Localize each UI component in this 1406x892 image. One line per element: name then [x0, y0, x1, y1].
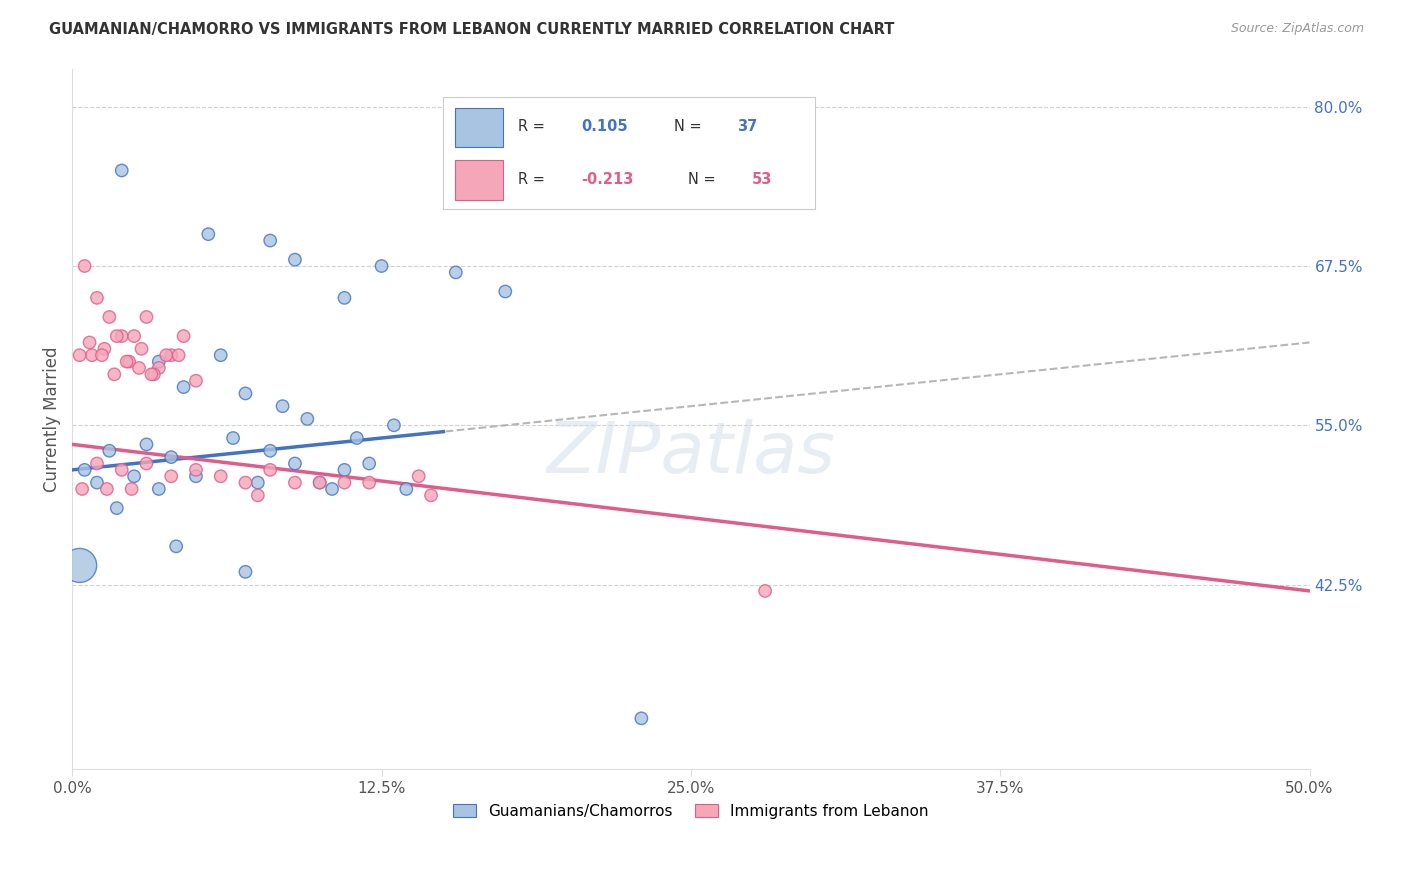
Point: [184, 463, 207, 477]
Point: [98, 310, 121, 324]
Y-axis label: Currently Married: Currently Married: [44, 346, 60, 491]
Point: [444, 265, 467, 279]
Point: [246, 488, 269, 502]
Point: [259, 463, 281, 477]
Point: [297, 412, 319, 426]
Point: [160, 450, 183, 464]
Point: [494, 285, 516, 299]
Point: [135, 437, 157, 451]
Point: [90, 348, 112, 362]
Point: [79, 335, 101, 350]
Point: [105, 329, 128, 343]
Point: [103, 368, 125, 382]
Point: [148, 360, 170, 375]
Point: [284, 457, 307, 471]
Point: [148, 354, 170, 368]
Point: [121, 482, 143, 496]
Point: [160, 469, 183, 483]
Point: [420, 488, 443, 502]
Point: [382, 418, 405, 433]
Text: GUAMANIAN/CHAMORRO VS IMMIGRANTS FROM LEBANON CURRENTLY MARRIED CORRELATION CHAR: GUAMANIAN/CHAMORRO VS IMMIGRANTS FROM LE…: [49, 22, 894, 37]
Point: [359, 457, 381, 471]
Point: [96, 482, 118, 496]
Point: [173, 380, 195, 394]
Point: [408, 469, 430, 483]
Point: [70, 482, 93, 496]
Point: [148, 482, 170, 496]
Point: [235, 386, 257, 401]
Point: [333, 291, 356, 305]
Text: ZIPatlas: ZIPatlas: [547, 419, 835, 489]
Point: [271, 399, 294, 413]
Point: [105, 501, 128, 516]
Point: [321, 482, 343, 496]
Point: [93, 342, 115, 356]
Point: [308, 475, 330, 490]
Point: [346, 431, 368, 445]
Point: [167, 348, 190, 362]
Point: [86, 475, 108, 490]
Point: [122, 469, 145, 483]
Point: [333, 475, 356, 490]
Point: [173, 329, 195, 343]
Point: [235, 565, 257, 579]
Point: [259, 443, 281, 458]
Point: [308, 475, 330, 490]
Point: [370, 259, 392, 273]
Point: [111, 163, 134, 178]
Point: [395, 482, 418, 496]
Point: [111, 463, 134, 477]
Point: [73, 463, 96, 477]
Point: [131, 342, 153, 356]
Point: [80, 348, 103, 362]
Point: [69, 348, 91, 362]
Point: [155, 348, 177, 362]
Point: [197, 227, 219, 242]
Point: [359, 475, 381, 490]
Point: [184, 469, 207, 483]
Point: [86, 291, 108, 305]
Point: [115, 354, 138, 368]
Point: [222, 431, 245, 445]
Point: [135, 310, 157, 324]
Point: [630, 711, 652, 725]
Point: [184, 374, 207, 388]
Point: [128, 360, 150, 375]
Point: [142, 368, 165, 382]
Point: [246, 475, 269, 490]
Point: [754, 583, 776, 598]
Legend: Guamanians/Chamorros, Immigrants from Lebanon: Guamanians/Chamorros, Immigrants from Le…: [447, 797, 935, 825]
Point: [209, 348, 232, 362]
Text: Source: ZipAtlas.com: Source: ZipAtlas.com: [1230, 22, 1364, 36]
Point: [235, 475, 257, 490]
Point: [135, 457, 157, 471]
Point: [141, 368, 163, 382]
Point: [86, 457, 108, 471]
Point: [209, 469, 232, 483]
Point: [284, 252, 307, 267]
Point: [118, 354, 141, 368]
Point: [165, 539, 187, 553]
Point: [111, 329, 134, 343]
Point: [259, 234, 281, 248]
Point: [284, 475, 307, 490]
Point: [333, 463, 356, 477]
Point: [69, 558, 91, 573]
Point: [98, 443, 121, 458]
Point: [73, 259, 96, 273]
Point: [160, 348, 183, 362]
Point: [122, 329, 145, 343]
